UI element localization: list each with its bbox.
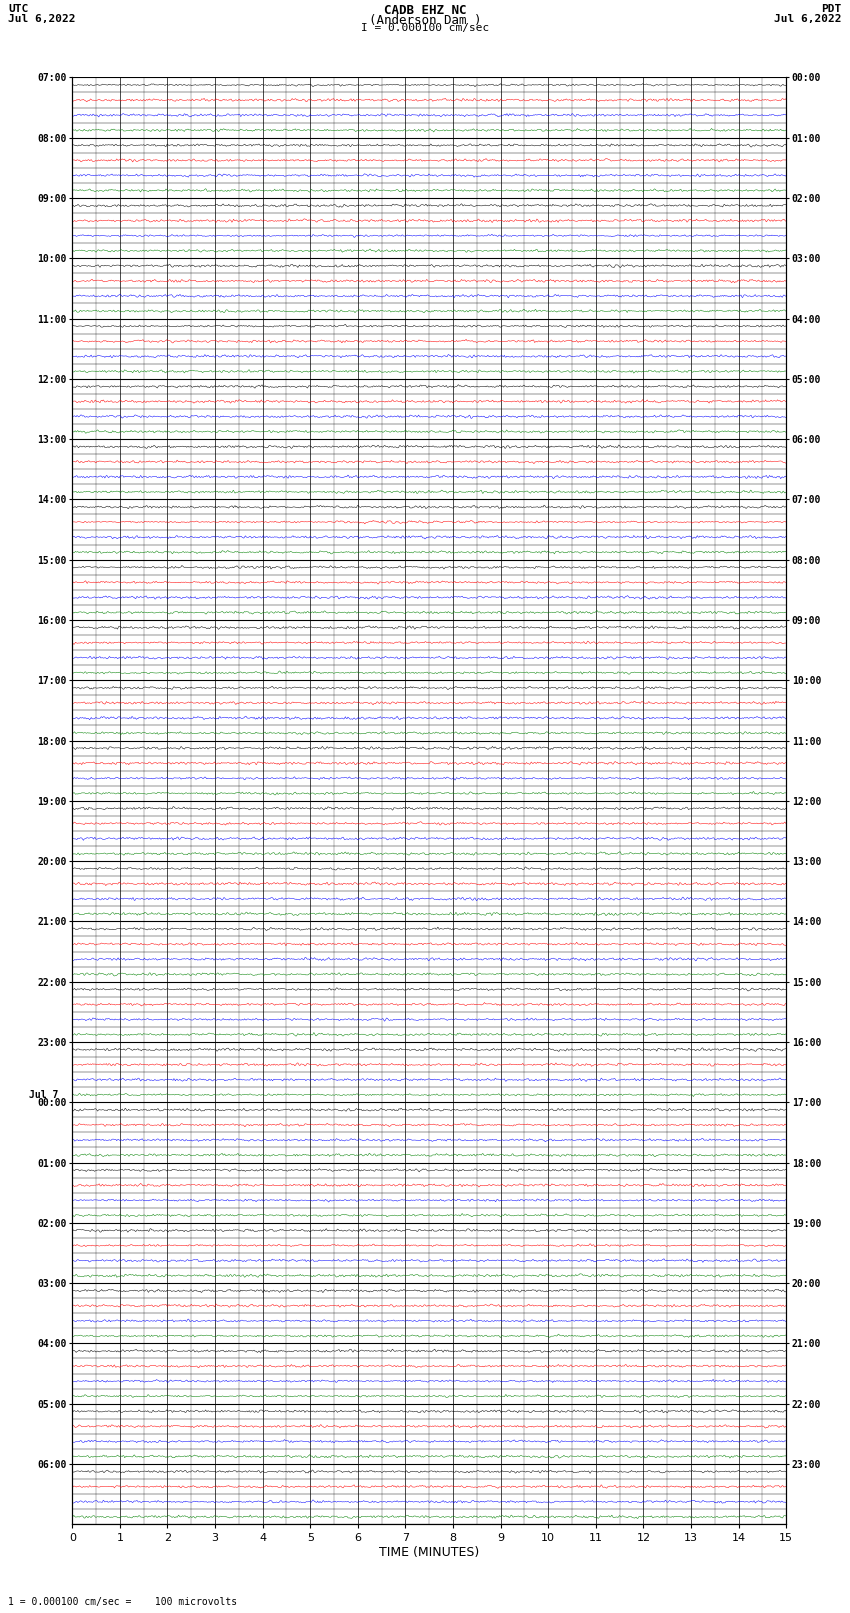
Text: Jul 7: Jul 7 [29, 1090, 58, 1100]
Text: Jul 6,2022: Jul 6,2022 [774, 13, 842, 24]
Text: I = 0.000100 cm/sec: I = 0.000100 cm/sec [361, 24, 489, 34]
Text: CADB EHZ NC: CADB EHZ NC [383, 5, 467, 18]
Text: PDT: PDT [821, 5, 842, 15]
Text: UTC: UTC [8, 5, 29, 15]
X-axis label: TIME (MINUTES): TIME (MINUTES) [379, 1547, 479, 1560]
Text: (Anderson Dam ): (Anderson Dam ) [369, 13, 481, 27]
Text: 1 = 0.000100 cm/sec =    100 microvolts: 1 = 0.000100 cm/sec = 100 microvolts [8, 1597, 238, 1607]
Text: Jul 6,2022: Jul 6,2022 [8, 13, 76, 24]
